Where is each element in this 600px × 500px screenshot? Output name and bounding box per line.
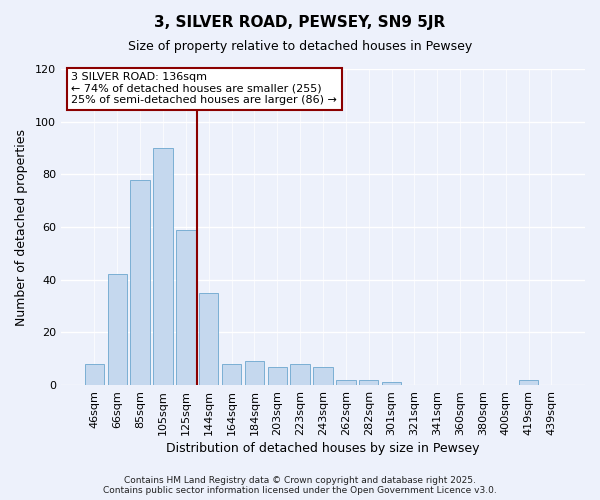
Bar	[85, 364, 104, 385]
Bar	[268, 366, 287, 385]
Bar	[382, 382, 401, 385]
Bar	[107, 274, 127, 385]
X-axis label: Distribution of detached houses by size in Pewsey: Distribution of detached houses by size …	[166, 442, 480, 455]
Bar	[290, 364, 310, 385]
Bar	[245, 362, 264, 385]
Y-axis label: Number of detached properties: Number of detached properties	[15, 128, 28, 326]
Text: 3, SILVER ROAD, PEWSEY, SN9 5JR: 3, SILVER ROAD, PEWSEY, SN9 5JR	[154, 15, 446, 30]
Bar	[313, 366, 332, 385]
Bar	[359, 380, 379, 385]
Text: Contains HM Land Registry data © Crown copyright and database right 2025.
Contai: Contains HM Land Registry data © Crown c…	[103, 476, 497, 495]
Bar	[336, 380, 356, 385]
Bar	[130, 180, 150, 385]
Text: Size of property relative to detached houses in Pewsey: Size of property relative to detached ho…	[128, 40, 472, 53]
Bar	[199, 293, 218, 385]
Bar	[519, 380, 538, 385]
Bar	[222, 364, 241, 385]
Text: 3 SILVER ROAD: 136sqm
← 74% of detached houses are smaller (255)
25% of semi-det: 3 SILVER ROAD: 136sqm ← 74% of detached …	[71, 72, 337, 106]
Bar	[154, 148, 173, 385]
Bar	[176, 230, 196, 385]
